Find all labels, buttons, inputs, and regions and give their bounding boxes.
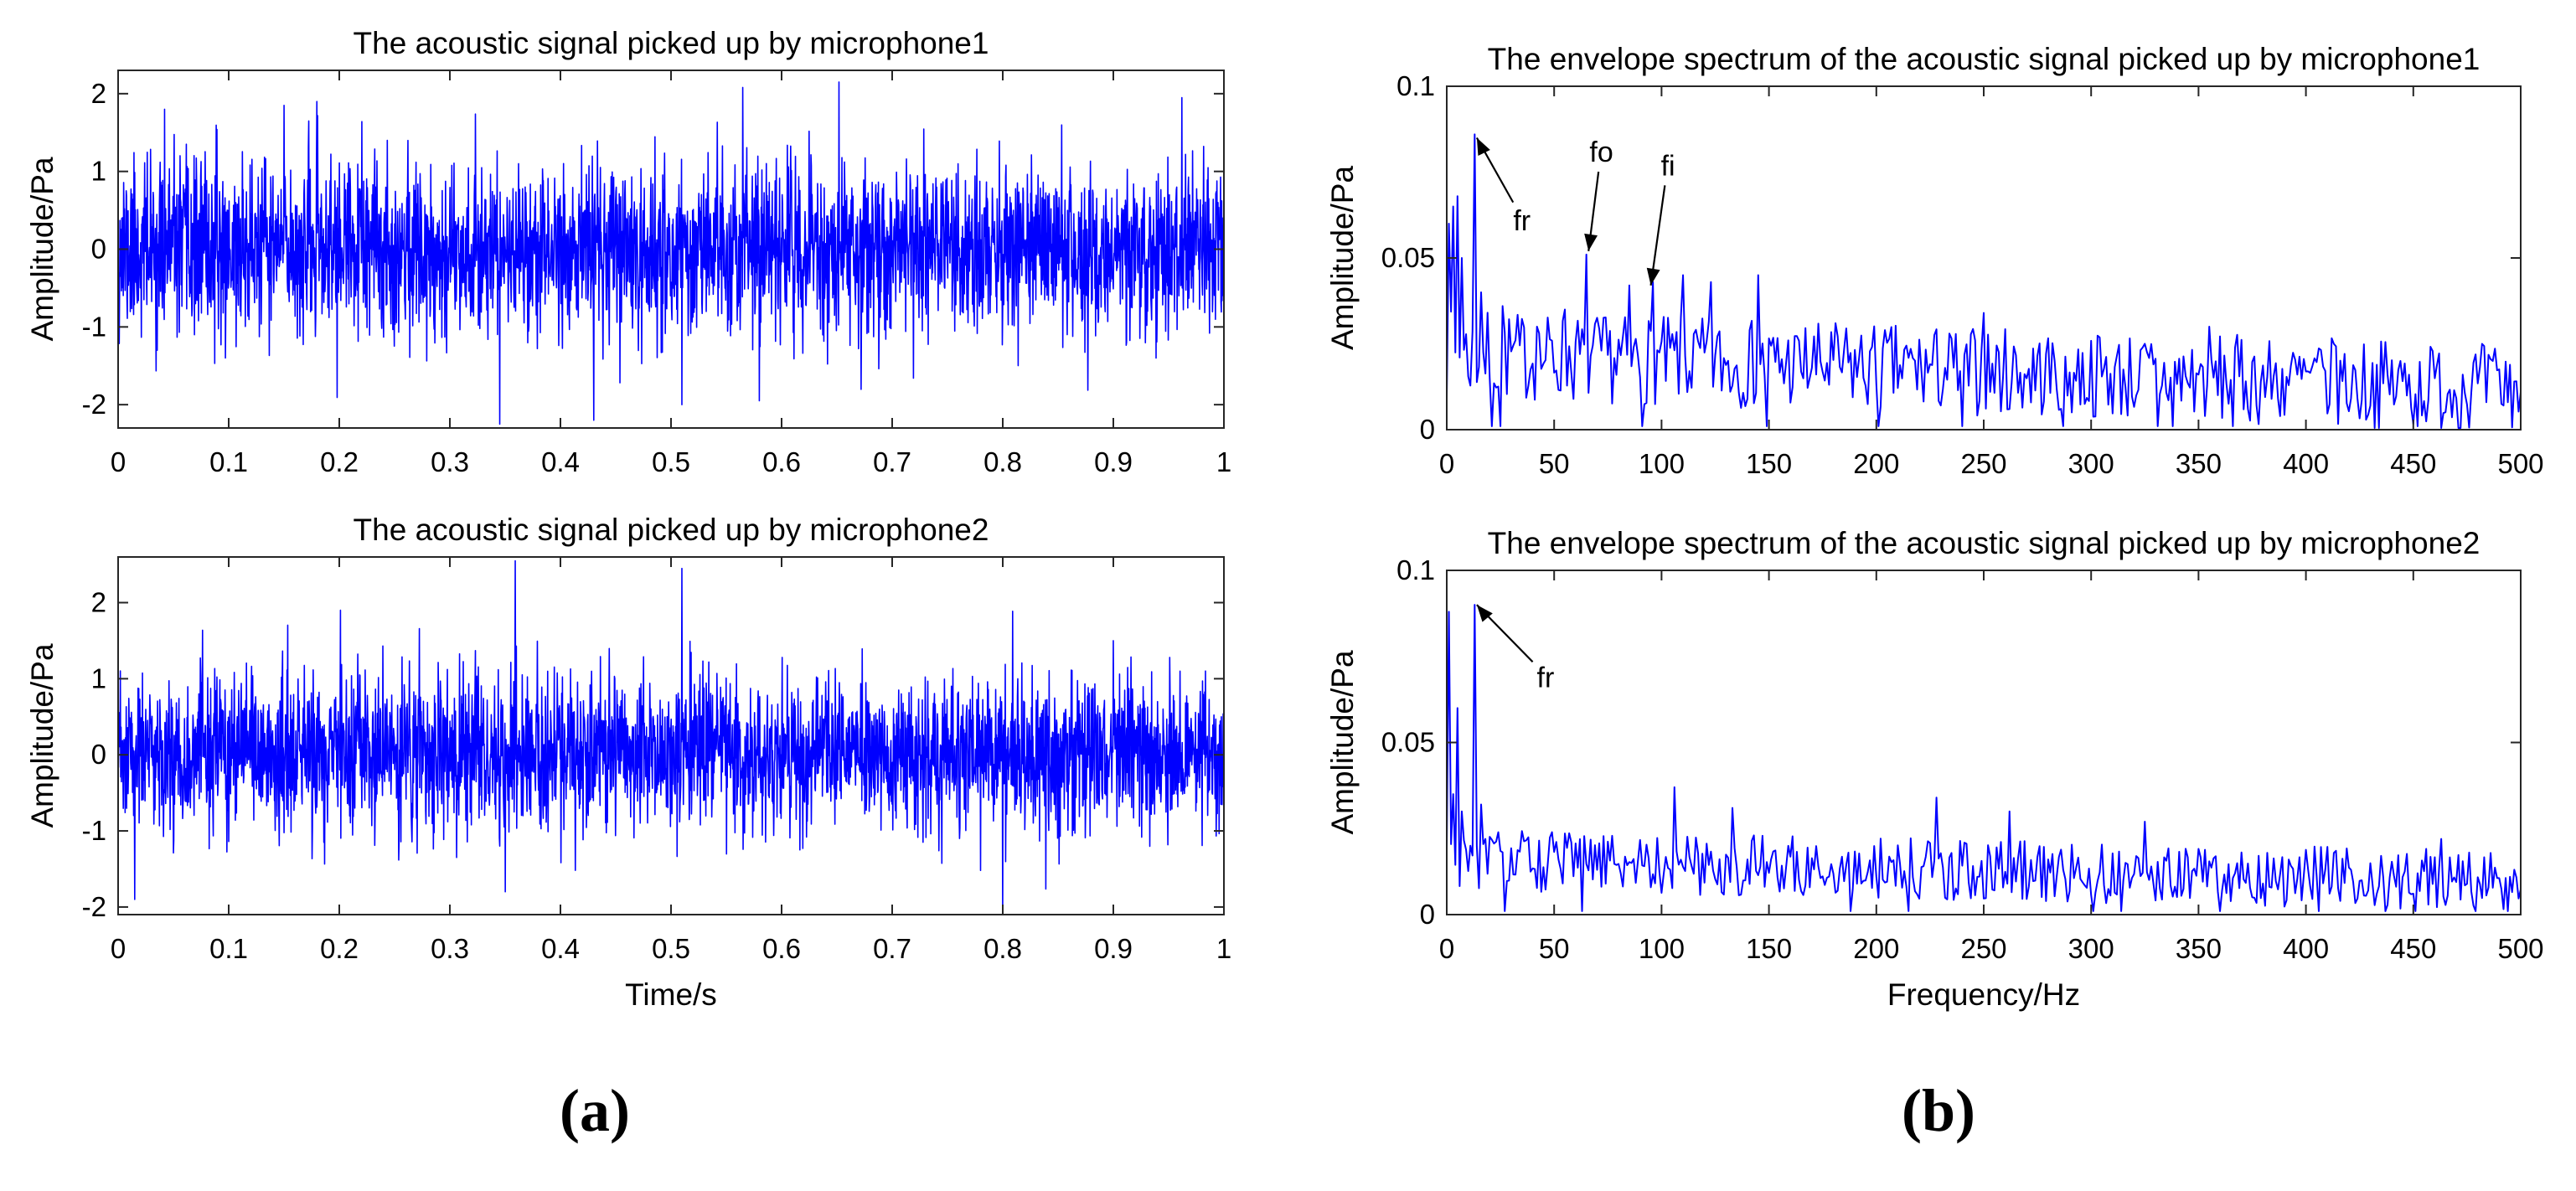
x-tick-label: 0 [111, 446, 126, 477]
x-tick-label: 0 [111, 933, 126, 964]
annotation-label-fi: fi [1661, 151, 1675, 183]
x-tick-label: 500 [2497, 448, 2543, 479]
y-tick-label: 0 [91, 739, 106, 770]
y-tick-label: -2 [82, 891, 106, 922]
annotation-label-fr: fr [1537, 663, 1555, 694]
x-tick-label: 450 [2390, 448, 2436, 479]
x-tick-label: 0.7 [873, 446, 911, 477]
y-axis-label: Amplitude/Pa [25, 643, 59, 828]
y-tick-label: 0.1 [1396, 70, 1435, 101]
x-tick-label: 150 [1746, 448, 1792, 479]
y-tick-label: 0.05 [1381, 727, 1435, 758]
x-tick-label: 150 [1746, 933, 1792, 964]
x-tick-label: 1 [1216, 446, 1231, 477]
y-tick-label: 0.1 [1396, 554, 1435, 585]
x-tick-label: 0.1 [209, 933, 248, 964]
caption-b: (b) [1902, 1077, 1975, 1144]
x-tick-label: 50 [1539, 933, 1570, 964]
chart-mic1_env: 0 50 100 150 200 250 300 350 400 450 500 0 0.05 0.1 Th… [1325, 42, 2544, 479]
annotation-arrow-head [1476, 137, 1490, 156]
x-tick-label: 0.4 [541, 446, 580, 477]
y-tick-label: -1 [82, 311, 106, 342]
x-tick-label: 350 [2176, 448, 2222, 479]
y-tick-label: 0 [1420, 414, 1435, 445]
chart-title: The acoustic signal picked up by microph… [354, 513, 989, 547]
y-tick-label: -2 [82, 389, 106, 420]
x-tick-label: 0.6 [762, 933, 801, 964]
chart-title: The acoustic signal picked up by microph… [354, 26, 989, 60]
x-tick-label: 300 [2068, 933, 2114, 964]
y-tick-label: 0 [1420, 899, 1435, 930]
x-tick-label: 0.5 [652, 933, 690, 964]
x-tick-label: 0.2 [320, 446, 359, 477]
y-tick-label: 0 [91, 234, 106, 265]
y-axis-label: Amplitude/Pa [1325, 650, 1360, 834]
x-tick-label: 0.3 [431, 933, 469, 964]
chart-mic2_env: 0 50 100 150 200 250 300 350 400 450 500 0 0.05 0.1 Th… [1325, 526, 2544, 1012]
series-line-microphone2 [118, 559, 1224, 915]
x-tick-label: 0.5 [652, 446, 690, 477]
x-axis-label: Frequency/Hz [1887, 977, 2080, 1012]
y-tick-label: 0.05 [1381, 242, 1435, 273]
x-tick-label: 100 [1639, 933, 1685, 964]
series-line-microphone1 [118, 81, 1224, 425]
y-tick-label: 1 [91, 156, 106, 187]
annotation-label-fo: fo [1589, 137, 1613, 168]
series-line-envelope-spectrum-mic1 [1447, 133, 2521, 429]
chart-title: The envelope spectrum of the acoustic si… [1488, 42, 2480, 76]
x-tick-label: 0.9 [1094, 446, 1133, 477]
x-tick-label: 0.4 [541, 933, 580, 964]
x-tick-label: 450 [2390, 933, 2436, 964]
x-tick-label: 1 [1216, 933, 1231, 964]
x-tick-label: 250 [1960, 448, 2006, 479]
x-tick-label: 0.3 [431, 446, 469, 477]
x-tick-label: 100 [1639, 448, 1685, 479]
x-tick-label: 0.8 [983, 446, 1022, 477]
series-line-envelope-spectrum-mic2 [1447, 604, 2521, 912]
annotation-arrow-head [1476, 605, 1493, 622]
caption-a: (a) [560, 1077, 630, 1144]
x-tick-label: 0.2 [320, 933, 359, 964]
chart-mic2_time: 0 0.1 0.2 0.3 0.4 0.5 0.6 0.7 0.8 0.9 1 -2 -1 0 1 2 The … [25, 513, 1231, 1012]
x-tick-label: 0.6 [762, 446, 801, 477]
y-tick-label: -1 [82, 815, 106, 846]
x-tick-label: 0.1 [209, 446, 248, 477]
x-tick-label: 0.9 [1094, 933, 1133, 964]
y-tick-label: 2 [91, 78, 106, 109]
annotation-arrow-head [1646, 267, 1660, 286]
plot-frame [1446, 570, 2522, 915]
annotation-label-fr: fr [1513, 205, 1531, 237]
y-tick-label: 2 [91, 587, 106, 618]
chart-title: The envelope spectrum of the acoustic si… [1488, 526, 2480, 560]
x-tick-label: 0 [1439, 448, 1454, 479]
x-tick-label: 0.7 [873, 933, 911, 964]
x-tick-label: 350 [2176, 933, 2222, 964]
x-tick-label: 0.8 [983, 933, 1022, 964]
chart-mic1_time: 0 0.1 0.2 0.3 0.4 0.5 0.6 0.7 0.8 0.9 1 -2 -1 0 1 2 The … [25, 26, 1231, 477]
y-axis-label: Amplitude/Pa [1325, 166, 1360, 350]
x-tick-label: 0 [1439, 933, 1454, 964]
x-tick-label: 200 [1853, 448, 1899, 479]
x-axis-label: Time/s [625, 977, 717, 1012]
x-tick-label: 300 [2068, 448, 2114, 479]
y-tick-label: 1 [91, 663, 106, 693]
x-tick-label: 250 [1960, 933, 2006, 964]
x-tick-label: 400 [2283, 933, 2329, 964]
annotation-arrow-line [1649, 185, 1666, 286]
x-tick-label: 500 [2497, 933, 2543, 964]
annotation-arrow-head [1584, 233, 1598, 251]
x-tick-label: 200 [1853, 933, 1899, 964]
x-tick-label: 400 [2283, 448, 2329, 479]
x-tick-label: 50 [1539, 448, 1570, 479]
y-axis-label: Amplitude/Pa [25, 157, 59, 341]
